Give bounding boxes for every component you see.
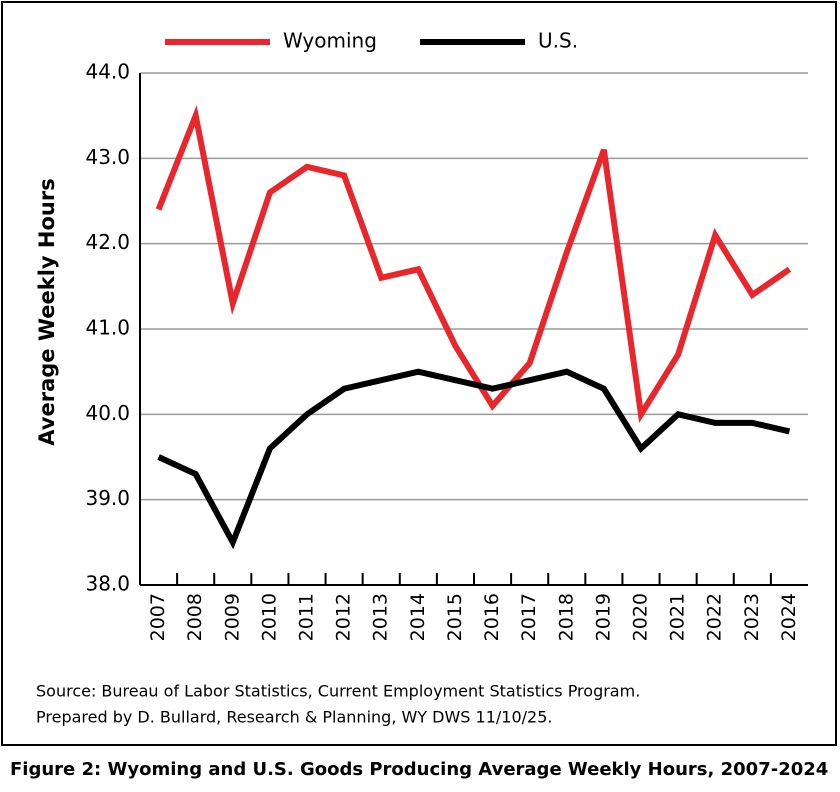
x-tick-label: 2018 (555, 593, 577, 641)
x-tick-label: 2009 (221, 593, 243, 641)
y-tick-label: 38.0 (85, 572, 130, 596)
chart-border (1, 1, 837, 746)
y-tick-label: 43.0 (85, 145, 130, 169)
x-tick-label: 2011 (296, 593, 318, 641)
x-tick-label: 2024 (778, 593, 800, 641)
x-tick-label: 2020 (630, 593, 652, 641)
x-tick-label: 2012 (333, 593, 355, 641)
y-axis-label: Average Weekly Hours (35, 178, 59, 445)
x-tick-label: 2021 (667, 593, 689, 641)
legend-label: U.S. (538, 29, 578, 53)
source-line: Prepared by D. Bullard, Research & Plann… (36, 708, 553, 727)
y-tick-label: 44.0 (85, 60, 130, 84)
y-tick-label: 42.0 (85, 230, 130, 254)
x-tick-label: 2007 (147, 593, 169, 641)
x-tick-label: 2008 (184, 593, 206, 641)
source-line: Source: Bureau of Labor Statistics, Curr… (36, 682, 640, 701)
y-tick-label: 41.0 (85, 316, 130, 340)
legend-label: Wyoming (283, 29, 377, 53)
series-line (157, 368, 791, 550)
y-tick-label: 40.0 (85, 401, 130, 425)
x-tick-label: 2017 (518, 593, 540, 641)
y-tick-label: 39.0 (85, 486, 130, 510)
x-tick-label: 2019 (592, 593, 614, 641)
x-tick-label: 2016 (481, 593, 503, 641)
x-tick-label: 2015 (444, 593, 466, 641)
x-tick-label: 2013 (370, 593, 392, 641)
x-tick-label: 2010 (258, 593, 280, 641)
x-tick-label: 2023 (741, 593, 763, 641)
series-line (155, 105, 792, 423)
caption: Figure 2: Wyoming and U.S. Goods Produci… (10, 759, 828, 780)
x-tick-label: 2022 (704, 593, 726, 641)
x-tick-label: 2014 (407, 593, 429, 641)
